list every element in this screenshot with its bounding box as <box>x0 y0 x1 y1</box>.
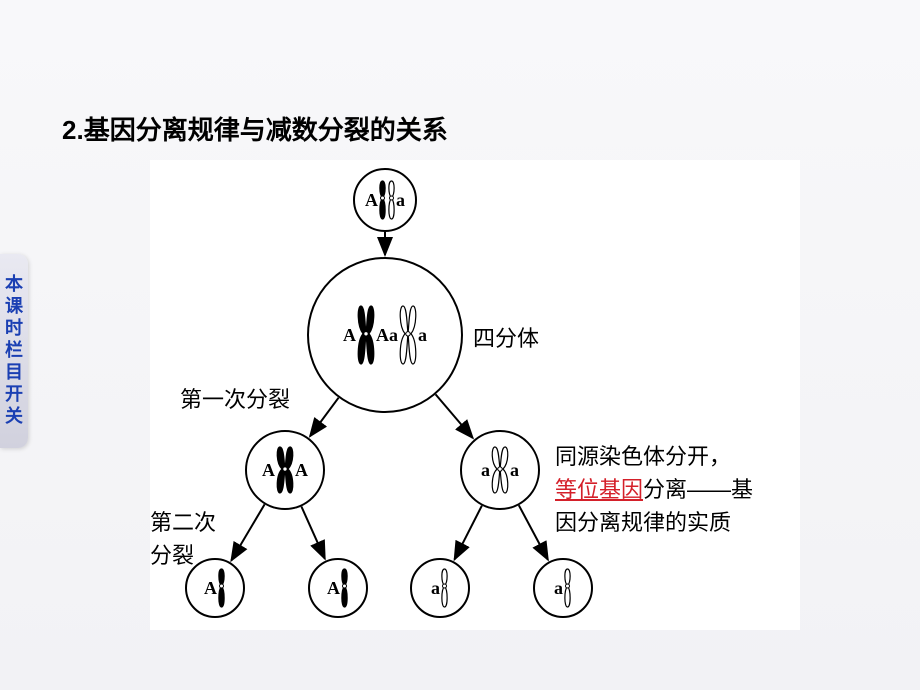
cell-parent: A a <box>353 168 417 232</box>
title-number: 2. <box>62 115 84 145</box>
annot-highlight: 等位基因 <box>555 477 643 502</box>
sidebar-text: 本课时栏目开关 <box>4 274 22 428</box>
cell-gamete-a-2: a <box>533 558 593 618</box>
cell-meiosis1-aa: a a <box>460 430 540 510</box>
annot-line3: 因分离规律的实质 <box>555 510 731 535</box>
annot-line1: 同源染色体分开， <box>555 444 731 469</box>
meiosis-diagram: A a A Aa a A A a a A A a a 四分体 第一次分 <box>150 160 800 630</box>
title-text: 基因分离规律与减数分裂的关系 <box>84 115 448 145</box>
cell-gamete-A-2: A <box>308 558 368 618</box>
cell-tetrad: A Aa a <box>307 257 463 413</box>
label-first-division: 第一次分裂 <box>180 382 290 414</box>
label-second-division-a: 第二次 <box>150 505 216 537</box>
annotation-block: 同源染色体分开， 等位基因分离——基 因分离规律的实质 <box>555 440 753 539</box>
label-tetrad: 四分体 <box>473 321 539 353</box>
cell-meiosis1-AA: A A <box>245 430 325 510</box>
label-second-division-b: 分裂 <box>150 538 194 570</box>
section-title: 2.基因分离规律与减数分裂的关系 <box>62 110 448 147</box>
cell-gamete-a-1: a <box>410 558 470 618</box>
annot-line2: 分离——基 <box>643 477 753 502</box>
sidebar-tab[interactable]: 本课时栏目开关 <box>0 254 28 448</box>
